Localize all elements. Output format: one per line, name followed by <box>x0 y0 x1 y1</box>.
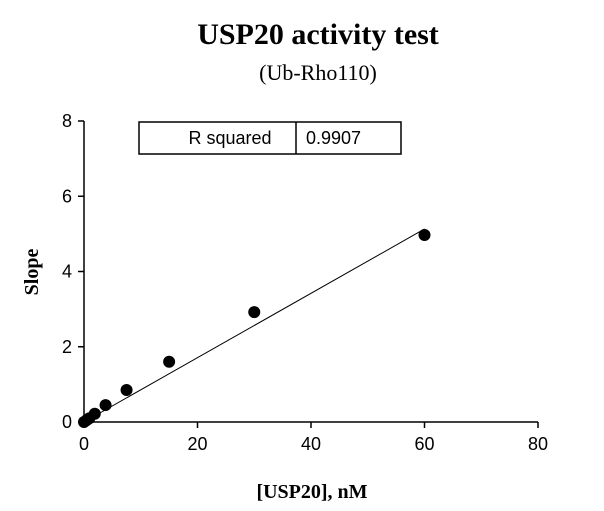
x-tick-label: 40 <box>301 434 321 454</box>
x-tick-label: 0 <box>79 434 89 454</box>
y-tick-label: 8 <box>62 111 72 131</box>
stats-table-border <box>138 121 402 155</box>
x-tick-label: 80 <box>528 434 548 454</box>
axes: 0 20 40 60 80 0 2 4 6 8 <box>62 111 548 454</box>
y-tick-label: 4 <box>62 262 72 282</box>
x-tick-label: 20 <box>187 434 207 454</box>
fit-line <box>83 228 425 423</box>
x-axis-label: [USP20], nM <box>256 481 367 503</box>
stats-label: R squared <box>188 128 271 148</box>
y-tick-label: 2 <box>62 337 72 357</box>
stats-value: 0.9907 <box>306 128 361 148</box>
data-point <box>88 407 101 420</box>
y-tick-label: 6 <box>62 186 72 206</box>
data-point <box>120 384 133 397</box>
stats-table: R squared 0.9907 <box>138 121 402 155</box>
x-tick-label: 60 <box>414 434 434 454</box>
data-point <box>248 306 261 319</box>
data-points <box>78 229 431 428</box>
data-point <box>163 355 176 368</box>
data-point <box>418 229 431 242</box>
data-point <box>99 399 112 412</box>
y-axis-label: Slope <box>21 249 43 296</box>
fit-line-group <box>83 228 425 423</box>
y-tick-label: 0 <box>62 412 72 432</box>
chart-subtitle: (Ub-Rho110) <box>259 60 377 85</box>
chart-title: USP20 activity test <box>197 18 439 51</box>
